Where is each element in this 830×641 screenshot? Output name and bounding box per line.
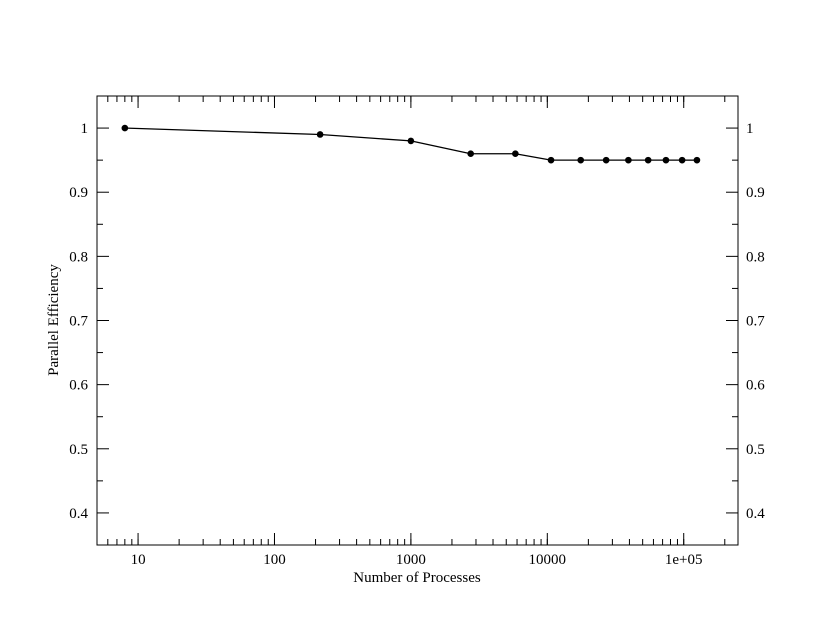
data-point bbox=[547, 156, 555, 164]
data-point bbox=[625, 156, 632, 164]
y-tick-label-left: 0.5 bbox=[69, 442, 88, 458]
x-tick-label: 10000 bbox=[529, 552, 567, 568]
data-point bbox=[693, 156, 701, 164]
y-axis-title: Parallel Efficiency bbox=[46, 264, 62, 376]
data-point bbox=[512, 150, 519, 158]
series-points bbox=[121, 124, 701, 164]
data-point bbox=[121, 124, 129, 132]
y-tick-label-right: 0.8 bbox=[746, 249, 765, 265]
y-tick-label-right: 0.5 bbox=[746, 442, 765, 458]
data-point bbox=[678, 156, 686, 164]
data-point bbox=[467, 150, 474, 158]
y-tick-label-left: 1 bbox=[81, 121, 89, 137]
series-line-segment bbox=[320, 133, 411, 142]
series-line-segment bbox=[410, 140, 471, 155]
data-point bbox=[602, 156, 610, 164]
y-tick-label-left: 0.7 bbox=[69, 314, 88, 330]
plot-frame bbox=[96, 95, 739, 546]
y-tick-label-left: 0.4 bbox=[69, 506, 88, 522]
y-tick-label-right: 1 bbox=[746, 121, 754, 137]
series-line-segment bbox=[124, 127, 321, 136]
x-tick-labels: 10 100 1000 10000 1e+05 bbox=[131, 552, 703, 568]
x-tick-label: 10 bbox=[131, 552, 146, 568]
y-tick-label-right: 0.7 bbox=[746, 314, 765, 330]
y-tick-label-right: 0.4 bbox=[746, 506, 765, 522]
data-point bbox=[577, 156, 585, 164]
y-tick-label-left: 0.8 bbox=[69, 249, 88, 265]
y-tick-label-right: 0.6 bbox=[746, 378, 765, 394]
x-tick-label: 1000 bbox=[396, 552, 426, 568]
data-point bbox=[662, 156, 670, 164]
data-point bbox=[316, 131, 324, 138]
x-tick-label: 1e+05 bbox=[665, 552, 703, 568]
x-tick-label: 100 bbox=[263, 552, 286, 568]
series-line-segment bbox=[515, 153, 552, 161]
data-point bbox=[644, 156, 652, 164]
x-axis-title: Number of Processes bbox=[353, 570, 481, 586]
y-tick-labels-left: 0.4 0.5 0.6 0.7 0.8 0.9 1 bbox=[69, 121, 88, 522]
data-point bbox=[407, 137, 415, 145]
y-tick-label-right: 0.9 bbox=[746, 185, 765, 201]
y-tick-labels-right: 0.4 0.5 0.6 0.7 0.8 0.9 1 bbox=[746, 121, 765, 522]
y-tick-label-left: 0.6 bbox=[69, 378, 88, 394]
major-ticks bbox=[97, 96, 738, 545]
minor-ticks bbox=[96, 96, 738, 545]
y-tick-label-left: 0.9 bbox=[69, 185, 88, 201]
